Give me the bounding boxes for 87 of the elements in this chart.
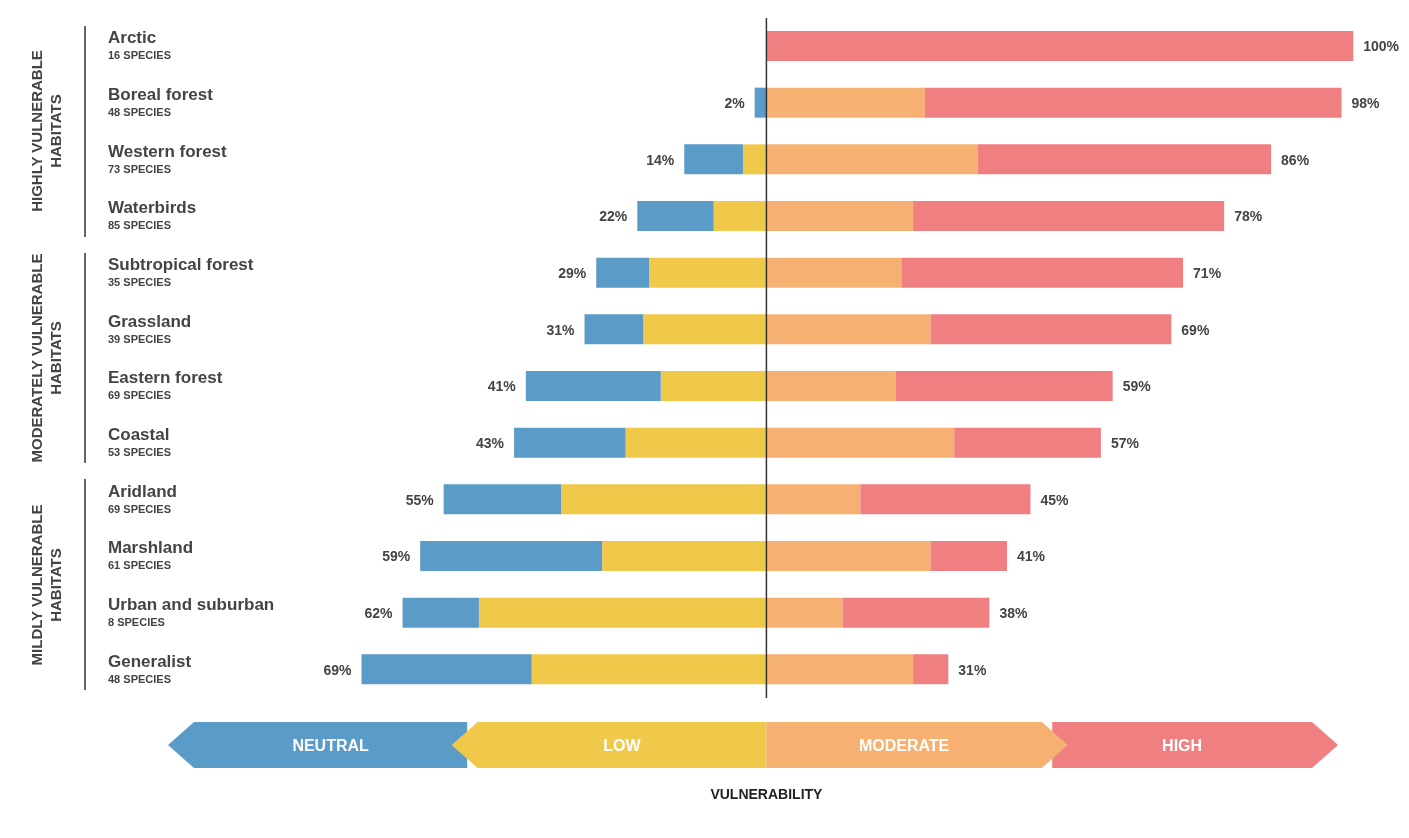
bar [637,201,714,231]
bar [625,427,767,458]
bar [420,541,603,571]
y-tick-label: Arctic 16 SPECIES [108,28,171,62]
bar [525,371,661,401]
bar [766,314,931,345]
annotation: 31% [546,321,576,338]
annotation: 59% [1122,378,1152,395]
bar [531,654,767,685]
y-tick-label: Western forest 73 SPECIES [108,141,228,175]
bar [361,654,532,685]
bar [602,541,767,571]
annotation: 41% [487,378,517,395]
annotation: 71% [1193,264,1222,281]
annotation: 45% [1040,491,1070,508]
y-tick-label: Waterbirds 85 SPECIES [108,198,197,232]
bar [930,541,1008,571]
bar [930,314,1172,345]
annotation: 86% [1281,151,1310,168]
bar [766,371,896,401]
bar [660,371,767,401]
bar [713,201,767,231]
bar [913,654,949,685]
bar [954,427,1101,458]
y-tick-label: Marshland 61 SPECIES [108,538,194,572]
y-tick-label: Subtropical forest 35 SPECIES [108,255,254,288]
bar [402,597,479,628]
bar [478,597,767,628]
bar [596,257,650,288]
annotation: 43% [476,434,505,451]
text: MILDLY VULNERABLE HABITATS [27,503,65,668]
bar [766,484,861,515]
y-tick-label: Aridland 69 SPECIES [108,481,177,515]
bar [643,314,767,345]
annotation: 98% [1351,94,1381,111]
annotation: 57% [1110,434,1140,451]
annotation: 69% [1181,321,1210,338]
annotation: 59% [382,548,411,565]
bar [895,371,1113,401]
annotation: 69% [323,661,353,678]
annotation: 78% [1234,208,1263,225]
bar [649,257,767,288]
annotation: 14% [646,151,675,168]
bar [766,654,914,685]
text: MODERATE [858,737,950,754]
annotation: 62% [364,604,394,621]
bar [913,201,1225,231]
text: NEUTRAL [292,737,370,754]
bar [766,541,931,571]
annotation: 29% [558,264,587,281]
bar [842,597,990,628]
text: HIGHLY VULNERABLE HABITATS [27,49,65,215]
y-tick-label: Urban and suburban 8 SPECIES [108,595,275,628]
annotation: 38% [999,604,1028,621]
bar [766,201,914,231]
annotation: 55% [405,491,435,508]
y-tick-label: Grassland 39 SPECIES [108,311,192,345]
annotation: 31% [958,661,987,678]
bar [766,257,902,288]
bar [754,87,767,118]
bar [514,427,626,458]
y-tick-label: Eastern forest 69 SPECIES [108,368,223,402]
annotation: 22% [599,208,628,225]
text: LOW [603,737,642,754]
annotation: 2% [724,94,746,111]
bar [860,484,1031,515]
bar [584,314,644,345]
bar [561,484,767,515]
bar [766,87,925,118]
text: HIGH [1162,737,1203,754]
y-tick-label: Coastal 53 SPECIES [108,425,171,458]
y-tick-label: Generalist 48 SPECIES [108,651,192,685]
bar [901,257,1184,288]
bar [443,484,562,515]
bar [684,144,743,175]
bar [766,427,955,458]
text: MODERATELY VULNERABLE HABITATS [27,252,65,464]
bar [766,144,978,175]
bar [977,144,1272,175]
annotation: 41% [1017,548,1046,565]
bar [924,87,1342,118]
y-tick-label: Boreal forest 48 SPECIES [108,85,214,118]
bar [742,144,767,175]
bar [766,597,843,628]
text: VULNERABILITY [709,786,824,802]
annotation: 100% [1363,38,1400,55]
bar [766,31,1354,61]
